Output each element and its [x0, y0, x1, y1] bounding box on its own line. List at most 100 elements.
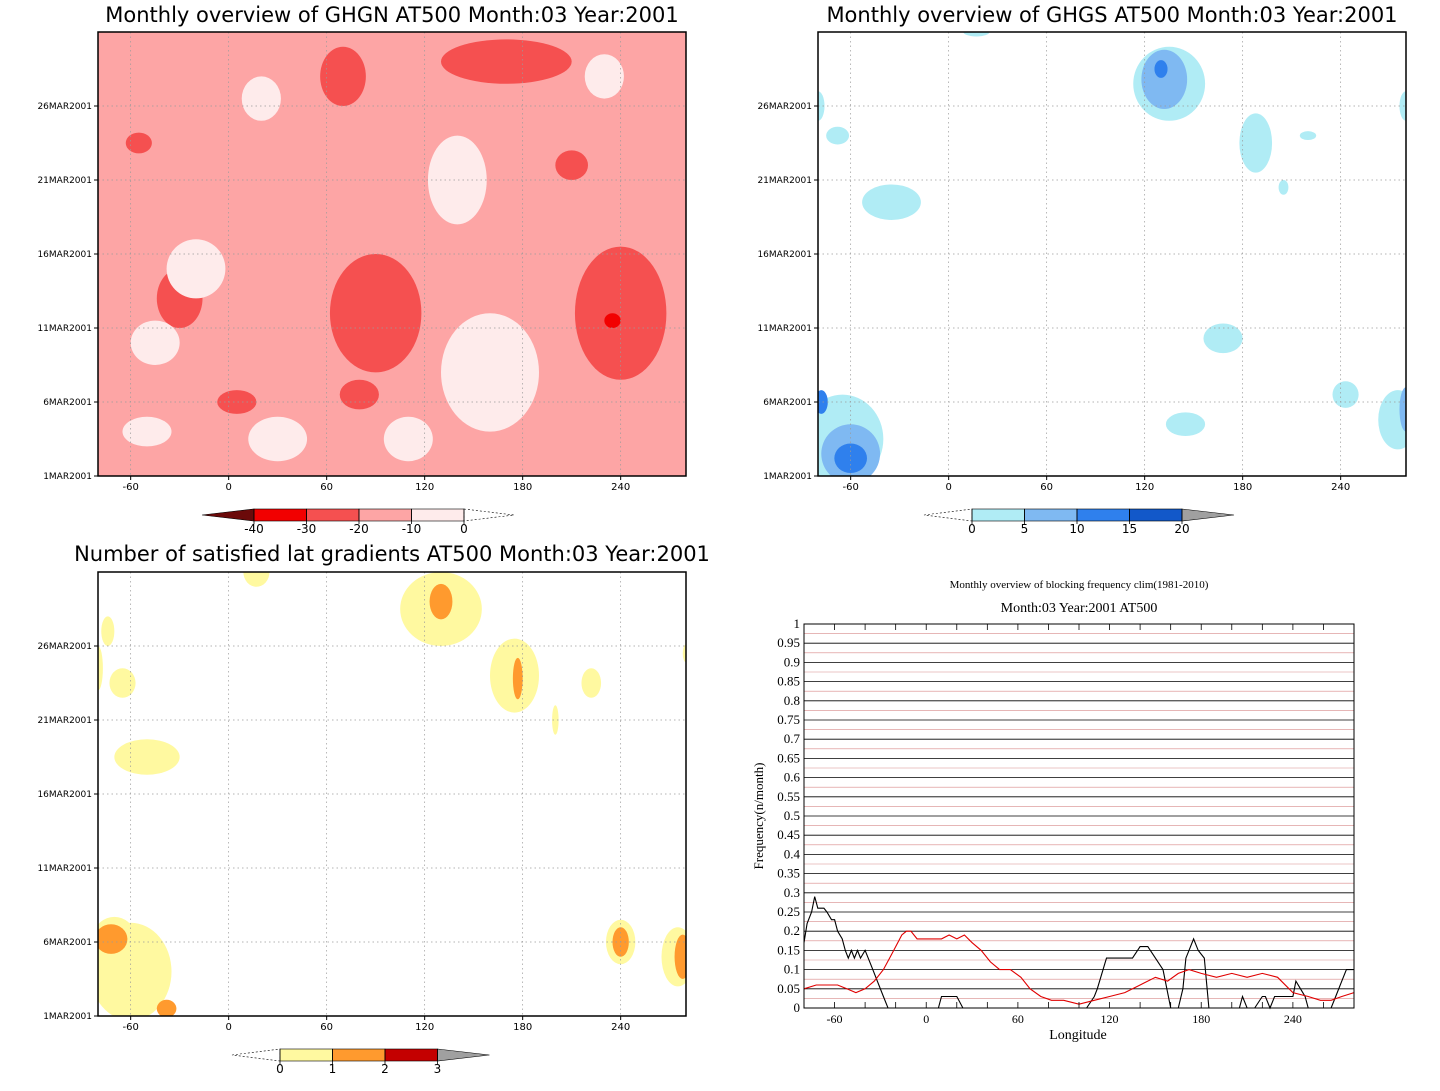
colorbar-label: 3: [434, 1062, 442, 1076]
colorbar-cell: [279, 1048, 333, 1062]
x-axis-label: Longitude: [1049, 1028, 1107, 1043]
y-tick-label: 0.5: [784, 808, 800, 823]
y-tick-label: 11MAR2001: [757, 324, 812, 334]
grid-lines: [818, 32, 1406, 477]
colorbar-cell: [971, 508, 1025, 522]
contour-region: [429, 583, 453, 620]
y-axis: 1MAR2001 6MAR2001 11MAR2001 16MAR2001 21MAR2…: [37, 642, 98, 1022]
contour-region: [1399, 91, 1406, 121]
colorbar-label: -10: [402, 522, 422, 536]
panel-ghgs: Monthly overview of GHGS AT500 Month:03 …: [757, 3, 1407, 536]
contour-region: [555, 150, 589, 180]
contour-region: [125, 132, 152, 154]
y-tick-label: 1MAR2001: [763, 472, 812, 482]
contour-region: [552, 705, 559, 735]
panel-title: Number of satisfied lat gradients AT500 …: [74, 542, 710, 566]
panel-title: Monthly overview of GHGS AT500 Month:03 …: [826, 3, 1397, 27]
x-tick-label: 120: [415, 1022, 434, 1033]
contour-region: [441, 39, 572, 84]
x-tick-label: 120: [415, 482, 434, 493]
contour-region: [1165, 412, 1206, 437]
y-axis: 1MAR2001 6MAR2001 11MAR2001 16MAR2001 21MAR2…: [37, 102, 98, 482]
colorbar: 0 5 10 15 20: [923, 508, 1235, 536]
colorbar-label: 5: [1021, 522, 1029, 536]
contour-region: [682, 644, 686, 663]
y-tick-label: 0.45: [777, 827, 800, 842]
contour-region: [826, 126, 850, 145]
x-tick-label: 180: [513, 1022, 532, 1033]
y-tick-label: 21MAR2001: [757, 176, 812, 186]
contour-region: [320, 46, 366, 106]
x-tick-label: 60: [1012, 1012, 1024, 1026]
x-tick-label: 0: [225, 482, 231, 493]
chart-subtitle: Month:03 Year:2001 AT500: [1001, 601, 1158, 616]
y-tick-label: 0.9: [784, 654, 800, 669]
colorbar-label: -30: [297, 522, 317, 536]
x-axis: -60 0 60 120 180 240: [122, 476, 630, 493]
x-tick-label: 240: [611, 1022, 630, 1033]
y-tick-label: 0.6: [784, 770, 801, 785]
colorbar-label: 0: [460, 522, 468, 536]
series-line: [803, 930, 1355, 1005]
panel-latgrad: Number of satisfied lat gradients AT500 …: [37, 542, 709, 1076]
x-tick-label: 240: [611, 482, 630, 493]
colorbar-cell: [332, 1048, 386, 1062]
colorbar-cell: [1129, 508, 1183, 522]
contour-region: [604, 313, 621, 328]
contour-region: [1399, 387, 1406, 432]
y-axis: 0 0.05 0.1 0.15 0.2 0.25 0.3 0.35 0.4 0.45 0.5 0.55…: [777, 616, 800, 1015]
contour-region: [243, 572, 270, 587]
contour-region: [101, 616, 115, 646]
contour-region: [122, 416, 172, 447]
x-tick-label: 0: [945, 482, 951, 493]
y-tick-label: 1MAR2001: [43, 472, 92, 482]
contour-region: [574, 246, 667, 380]
contour-region: [862, 184, 921, 220]
colorbar-label: 0: [968, 522, 976, 536]
y-tick-label: 0.15: [777, 942, 800, 957]
contour-region: [156, 999, 177, 1016]
y-tick-label: 0.75: [777, 712, 800, 727]
colorbar-cell: [1024, 508, 1078, 522]
contour-region: [1278, 180, 1289, 195]
contour-region: [512, 657, 523, 700]
y-tick-label: 6MAR2001: [43, 938, 92, 948]
y-tick-label: 6MAR2001: [763, 398, 812, 408]
y-tick-label: 0.7: [784, 731, 801, 746]
panel-blocking-frequency: Monthly overview of blocking frequency c…: [751, 579, 1355, 1043]
contour-layer: [122, 39, 667, 462]
y-tick-label: 0.65: [777, 750, 800, 765]
x-tick-label: 60: [320, 482, 333, 493]
colorbar-end-triangle: [1181, 508, 1235, 522]
x-tick-label: 240: [1284, 1012, 1302, 1026]
x-axis: -60 0 60 120 180 240: [842, 476, 1350, 493]
contour-region: [963, 32, 990, 37]
colorbar-label: -40: [244, 522, 264, 536]
colorbar-open-triangle: [463, 508, 515, 522]
x-tick-label: 0: [923, 1012, 929, 1026]
contour-region: [427, 135, 487, 225]
y-tick-label: 0.3: [784, 885, 800, 900]
colorbar: 0 1 2 3: [231, 1048, 490, 1076]
colorbar-end-triangle: [437, 1048, 490, 1062]
contour-region: [339, 379, 379, 410]
x-tick-label: 180: [1233, 482, 1252, 493]
colorbar-cell: [1076, 508, 1130, 522]
contour-region: [1239, 113, 1273, 173]
x-tick-label: 120: [1135, 482, 1154, 493]
colorbar-cell: [384, 1048, 438, 1062]
x-tick-label: -60: [122, 1022, 138, 1033]
colorbar-open-triangle: [231, 1048, 281, 1062]
grid-lines: [804, 623, 1354, 1009]
y-tick-label: 16MAR2001: [757, 250, 812, 260]
y-tick-label: 6MAR2001: [43, 398, 92, 408]
colorbar-cell: [411, 508, 465, 522]
y-tick-label: 11MAR2001: [37, 324, 92, 334]
contour-region: [674, 934, 686, 979]
y-tick-label: 0.4: [784, 846, 801, 861]
y-tick-label: 21MAR2001: [37, 716, 92, 726]
x-tick-label: -60: [842, 482, 858, 493]
y-tick-label: 0: [794, 1000, 801, 1015]
y-tick-label: 0.55: [777, 789, 800, 804]
